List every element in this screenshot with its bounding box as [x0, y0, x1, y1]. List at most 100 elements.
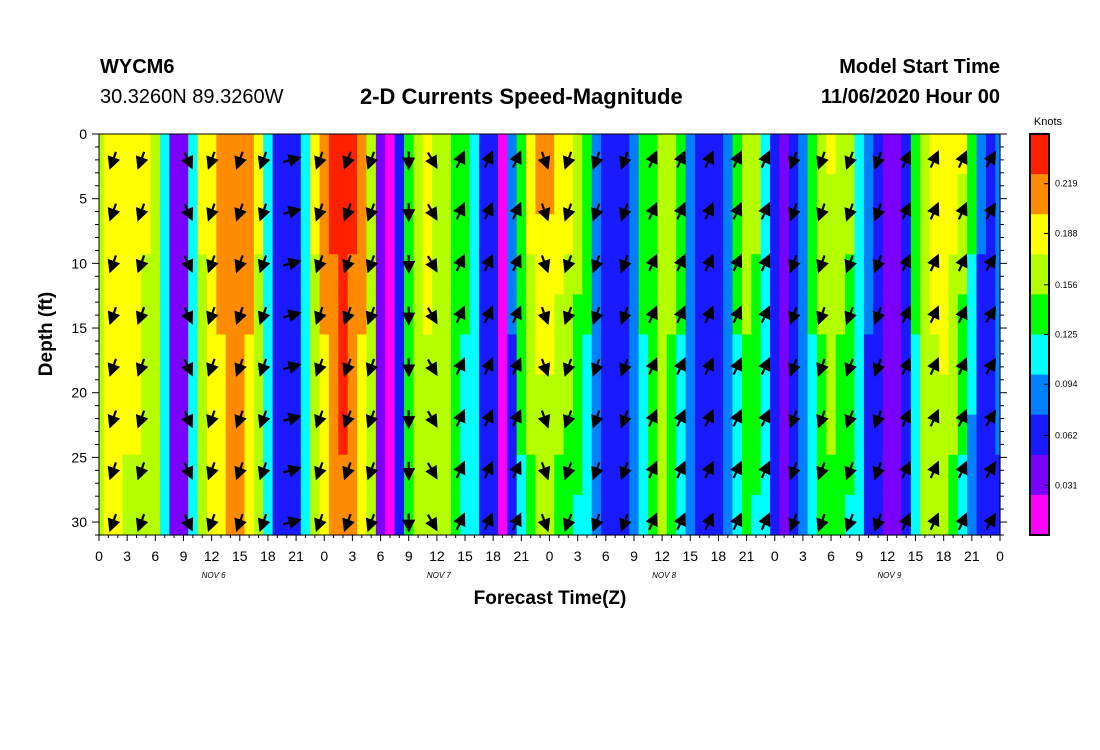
heatmap-cell: [535, 214, 546, 255]
heatmap-cell: [591, 494, 602, 536]
current-vector-arrow: [788, 254, 801, 274]
x-tick-label: 6: [377, 548, 385, 564]
heatmap-cell: [328, 414, 339, 456]
heatmap-cell: [366, 174, 377, 215]
heatmap-cell: [225, 454, 236, 496]
current-vector-arrow: [257, 306, 271, 326]
heatmap-cell: [910, 454, 921, 496]
heatmap-cell: [732, 254, 743, 295]
current-vector-arrow: [206, 513, 219, 533]
heatmap-cell: [469, 254, 480, 295]
current-vector-arrow: [342, 254, 355, 274]
heatmap-cell: [920, 214, 931, 255]
heatmap-cell: [967, 334, 978, 376]
heatmap-cell: [253, 414, 264, 456]
heatmap-cell: [235, 334, 246, 376]
heatmap-cell: [816, 374, 827, 416]
current-vector-arrow: [758, 305, 771, 324]
heatmap-cell: [263, 454, 274, 496]
heatmap-cell: [779, 494, 790, 536]
heatmap-cell: [103, 494, 114, 536]
heatmap-cell: [225, 214, 236, 255]
heatmap-cell: [657, 494, 668, 536]
heatmap-cell: [422, 254, 433, 295]
current-vector-arrow: [619, 151, 632, 170]
heatmap-cell: [122, 334, 133, 376]
heatmap-cell: [188, 254, 199, 295]
heatmap-cell: [948, 414, 959, 456]
heatmap-cell: [366, 494, 377, 536]
heatmap-cell: [99, 134, 105, 175]
heatmap-cell: [206, 494, 217, 536]
heatmap-cell: [413, 334, 424, 376]
heatmap-cell: [798, 174, 809, 215]
heatmap-cell: [535, 254, 546, 295]
heatmap-cell: [169, 214, 180, 255]
heatmap-cell: [375, 294, 386, 336]
current-vector-arrow: [342, 410, 355, 429]
heatmap-cell: [845, 174, 856, 215]
heatmap-cell: [394, 374, 405, 416]
heatmap-cell: [328, 374, 339, 416]
heatmap-cell: [310, 334, 321, 376]
heatmap-cell: [704, 374, 715, 416]
heatmap-cell: [131, 174, 142, 215]
heatmap-cell: [948, 374, 959, 416]
heatmap-cell: [150, 374, 161, 416]
heatmap-cell: [694, 254, 705, 295]
heatmap-cell: [910, 134, 921, 175]
current-vector-arrow: [955, 305, 968, 324]
current-vector-arrow: [702, 150, 714, 169]
heatmap-cell: [216, 214, 227, 255]
heatmap-cell: [319, 374, 330, 416]
current-vector-arrow: [702, 305, 714, 324]
current-vector-arrow: [730, 357, 743, 376]
heatmap-cell: [291, 214, 302, 255]
heatmap-cell: [798, 374, 809, 416]
heatmap-cell: [760, 374, 771, 416]
current-vector-arrow: [365, 254, 379, 274]
heatmap-cell: [516, 214, 527, 255]
current-vector-arrow: [257, 513, 271, 533]
current-vector-arrow: [844, 358, 857, 377]
current-vector-arrow: [816, 203, 829, 222]
heatmap-cell: [676, 414, 687, 456]
current-vector-arrow: [645, 201, 658, 220]
heatmap-cell: [948, 494, 959, 536]
current-vector-arrow: [702, 460, 714, 479]
heatmap-cell: [713, 374, 724, 416]
heatmap-cell: [469, 414, 480, 456]
x-tick-label: 21: [514, 548, 530, 564]
heatmap-cell: [638, 294, 649, 336]
heatmap-cell: [835, 414, 846, 456]
heatmap-cell: [206, 454, 217, 496]
heatmap-cell: [920, 374, 931, 416]
heatmap-cell: [863, 374, 874, 416]
current-vector-arrow: [927, 512, 940, 531]
current-vector-arrow: [234, 306, 247, 326]
heatmap-cell: [779, 254, 790, 295]
heatmap-cell: [516, 494, 527, 536]
current-vector-arrow: [282, 154, 302, 167]
heatmap-cell: [197, 134, 208, 175]
heatmap-cell: [141, 454, 152, 496]
heatmap-cell: [497, 174, 508, 215]
heatmap-cell: [676, 334, 687, 376]
current-vector-arrow: [562, 358, 576, 377]
heatmap-cell: [741, 134, 752, 175]
current-vector-arrow: [673, 253, 686, 272]
heatmap-cell: [479, 414, 490, 456]
heatmap-cell: [141, 334, 152, 376]
heatmap-cell: [366, 374, 377, 416]
heatmap-cell: [770, 254, 781, 295]
current-vector-arrow: [927, 201, 940, 220]
heatmap-cell: [450, 334, 461, 376]
heatmap-cell: [788, 174, 799, 215]
heatmap-cell: [141, 414, 152, 456]
x-tick-label: 21: [964, 548, 980, 564]
heatmap-cell: [798, 334, 809, 376]
heatmap-cell: [235, 414, 246, 456]
current-vector-arrow: [673, 150, 686, 169]
heatmap-cell: [929, 334, 940, 376]
heatmap-cell: [479, 374, 490, 416]
